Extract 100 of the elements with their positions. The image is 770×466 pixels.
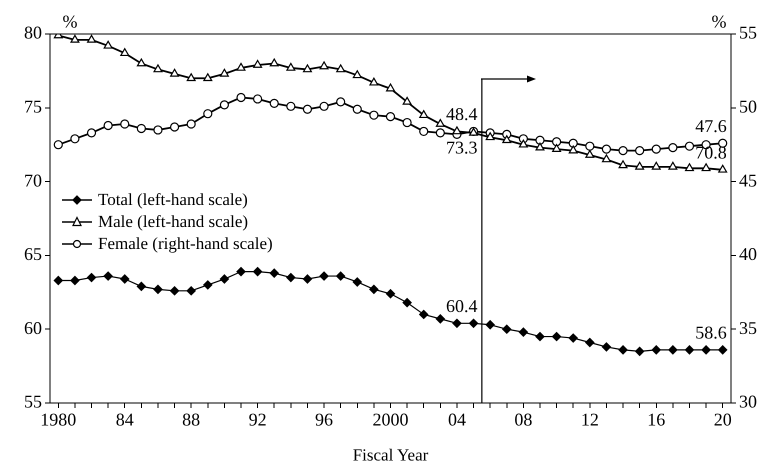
point — [236, 62, 246, 71]
point — [86, 272, 96, 282]
point — [684, 142, 694, 151]
point — [402, 118, 412, 128]
point — [684, 163, 694, 172]
point — [486, 320, 495, 330]
point — [203, 280, 212, 290]
point — [718, 345, 728, 354]
point — [319, 102, 329, 111]
y-tick-label: 55 — [24, 392, 42, 412]
point — [136, 124, 146, 134]
point — [153, 64, 162, 72]
point — [668, 345, 678, 354]
point — [468, 318, 478, 328]
point — [436, 314, 445, 324]
point — [54, 140, 63, 150]
point — [369, 78, 378, 86]
legend-label: Male (left-hand scale) — [98, 210, 248, 233]
point — [220, 100, 230, 110]
data-label: 58.6 — [695, 322, 727, 343]
point — [220, 274, 230, 284]
point — [302, 104, 312, 114]
point — [270, 58, 279, 66]
point — [419, 110, 428, 118]
y2-tick-label: 55 — [739, 22, 757, 43]
x-tick-label: 92 — [248, 410, 267, 430]
point — [186, 73, 196, 82]
point — [668, 162, 678, 170]
point — [270, 98, 279, 108]
point — [170, 68, 180, 77]
point — [186, 119, 196, 129]
point — [585, 150, 594, 158]
y2-tick-label: 40 — [739, 244, 757, 264]
y2-tick-label: 35 — [739, 318, 757, 338]
x-tick-label: 1980 — [40, 410, 76, 430]
point — [369, 284, 378, 294]
point — [402, 96, 412, 105]
point — [602, 154, 611, 162]
point — [270, 268, 279, 278]
point — [701, 345, 711, 354]
x-tick-label: 96 — [315, 410, 334, 430]
point — [70, 276, 80, 286]
point — [684, 345, 694, 354]
point — [419, 126, 428, 136]
point — [386, 84, 395, 92]
point — [452, 318, 462, 328]
x-tick-label: 04 — [448, 410, 466, 430]
point — [136, 58, 146, 66]
legend-label: Total (left-hand scale) — [98, 188, 248, 211]
x-tick-label: 84 — [116, 410, 134, 430]
x-tick-label: 12 — [580, 410, 599, 430]
point — [186, 286, 196, 296]
x-tick-label: 20 — [714, 410, 732, 430]
point — [552, 332, 562, 342]
point — [70, 134, 80, 144]
point — [552, 144, 562, 152]
point — [236, 92, 246, 102]
point — [602, 342, 612, 352]
point — [170, 122, 180, 132]
point — [54, 276, 63, 286]
point — [203, 73, 212, 82]
point — [319, 271, 329, 281]
point — [220, 68, 229, 77]
point — [352, 104, 362, 114]
point — [236, 267, 246, 276]
point — [518, 328, 528, 337]
point — [104, 271, 113, 281]
point — [153, 125, 163, 135]
point — [568, 146, 578, 154]
point — [286, 272, 296, 282]
point — [302, 274, 312, 284]
point — [120, 48, 130, 56]
point — [320, 61, 329, 70]
point — [369, 110, 378, 120]
point — [136, 282, 146, 291]
x-axis-title: Fiscal Year — [352, 445, 429, 464]
point — [86, 128, 96, 138]
point — [70, 34, 80, 43]
point — [402, 298, 412, 308]
point — [635, 162, 644, 170]
point — [486, 132, 495, 140]
point — [652, 162, 661, 170]
point — [203, 109, 212, 118]
point — [153, 284, 163, 294]
point — [352, 70, 362, 78]
y-axis-title: % — [62, 12, 78, 32]
y-tick-label: 75 — [24, 96, 42, 117]
point — [253, 94, 262, 104]
legend-label: Female (right-hand scale) — [98, 232, 273, 255]
point — [502, 135, 512, 144]
point — [87, 34, 96, 43]
point — [286, 62, 296, 71]
y2-tick-label: 45 — [739, 170, 757, 190]
point — [170, 286, 180, 296]
y2-axis-title: % — [712, 12, 726, 32]
point — [104, 40, 113, 49]
x-tick-label: 88 — [182, 410, 200, 430]
point — [120, 119, 130, 129]
point — [568, 138, 578, 148]
point — [652, 144, 661, 154]
